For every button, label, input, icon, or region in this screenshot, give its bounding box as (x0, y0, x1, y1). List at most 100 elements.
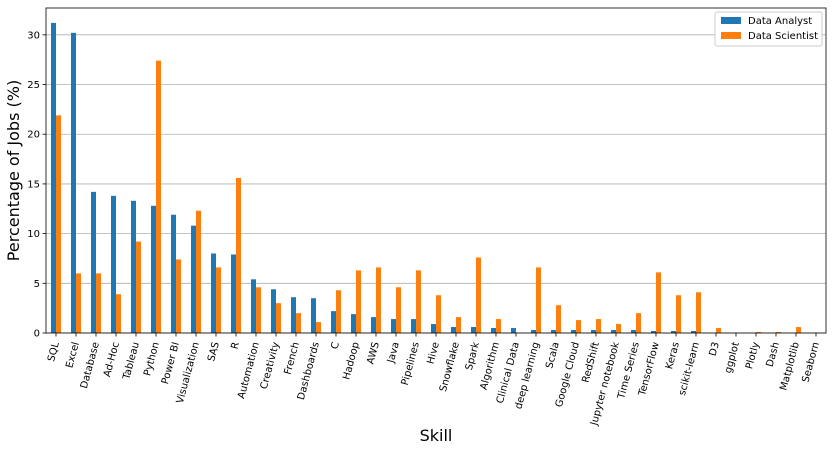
y-tick-label: 5 (34, 279, 40, 290)
bar-data-analyst (211, 253, 216, 333)
y-axis-title: Percentage of Jobs (%) (4, 80, 23, 261)
x-tick-label: Ad-Hoc (102, 341, 122, 378)
bar-data-scientist (536, 267, 541, 333)
x-tick-label: TensorFlow (637, 341, 662, 398)
x-tick-label: Creativity (259, 341, 282, 391)
x-tick-label: Power BI (160, 341, 182, 386)
y-tick-label: 30 (27, 30, 40, 41)
x-tick-label: SQL (46, 341, 62, 363)
bar-data-scientist (376, 267, 381, 333)
bar-data-scientist (176, 259, 181, 333)
bar-data-scientist (76, 273, 81, 333)
bar-data-analyst (71, 32, 76, 333)
bar-data-scientist (436, 295, 441, 333)
x-tick-label: Algorithm (479, 341, 502, 391)
x-tick-label: C (329, 341, 341, 351)
x-tick-label: R (229, 341, 241, 351)
x-axis-title: Skill (420, 426, 453, 445)
bar-data-scientist (356, 270, 361, 333)
bar-data-scientist (696, 292, 701, 333)
x-tick-label: Scala (544, 341, 562, 370)
bar-data-scientist (596, 319, 601, 333)
bar-data-analyst (231, 254, 236, 333)
x-tick-label: Hive (425, 341, 441, 365)
bar-data-scientist (316, 322, 321, 333)
bar-data-scientist (776, 332, 781, 333)
bar-data-analyst (671, 331, 676, 333)
bar-data-scientist (576, 320, 581, 333)
bar-data-scientist (476, 257, 481, 333)
y-axis-ticks: 0 5 10 15 20 25 30 (27, 30, 46, 340)
x-tick-label: Java (386, 341, 402, 365)
bar-data-analyst (691, 331, 696, 333)
bar-data-analyst (391, 319, 396, 333)
bar-data-analyst (311, 298, 316, 333)
bar-data-analyst (491, 328, 496, 333)
bar-data-scientist (236, 177, 241, 333)
legend-label-data-analyst: Data Analyst (748, 16, 812, 27)
bar-data-analyst (331, 311, 336, 333)
x-tick-label: D3 (708, 341, 722, 357)
x-tick-label: Matplotlib (778, 341, 802, 392)
bar-data-scientist (336, 290, 341, 333)
bar-data-analyst (411, 319, 416, 333)
bar-data-analyst (511, 328, 516, 333)
y-tick-label: 10 (27, 229, 40, 240)
bar-data-scientist (636, 313, 641, 333)
bar-data-analyst (631, 330, 636, 333)
bar-data-analyst (651, 331, 656, 333)
x-tick-label: AWS (365, 341, 381, 366)
y-tick-label: 25 (27, 80, 40, 91)
legend-box (714, 11, 823, 47)
x-tick-label: Snowflake (438, 341, 462, 393)
bar-data-analyst (271, 289, 276, 333)
plot-frame (45, 7, 827, 334)
legend-label-data-scientist: Data Scientist (748, 31, 818, 42)
bar-data-analyst (451, 327, 456, 333)
bar-data-scientist (716, 328, 721, 333)
bar-data-analyst (611, 330, 616, 333)
x-tick-label: RedShift (580, 341, 601, 384)
bar-data-scientist (156, 60, 161, 333)
bar-data-analyst (471, 327, 476, 333)
bar-data-analyst (51, 22, 56, 333)
bar-data-analyst (171, 214, 176, 333)
gridlines (46, 34, 826, 334)
x-tick-label: Spark (464, 341, 482, 372)
x-tick-label: ggplot (723, 341, 742, 375)
bar-data-scientist (556, 305, 561, 333)
bar-data-scientist (116, 294, 121, 333)
x-tick-label: Dash (765, 341, 782, 368)
x-tick-label: French (283, 341, 302, 376)
bar-data-analyst (111, 195, 116, 333)
x-tick-label: Python (142, 341, 162, 377)
bar-data-analyst (351, 314, 356, 333)
x-tick-label: Excel (64, 341, 81, 369)
x-tick-label: Keras (664, 341, 682, 371)
bar-data-analyst (91, 191, 96, 333)
bar-data-analyst (431, 324, 436, 333)
bar-data-scientist (756, 332, 761, 333)
bar-data-scientist (396, 287, 401, 333)
bar-data-scientist (196, 210, 201, 333)
bar-data-scientist (796, 327, 801, 333)
bar-data-scientist (256, 287, 261, 333)
x-tick-label: Database (79, 341, 102, 390)
bar-data-analyst (531, 330, 536, 333)
bar-data-analyst (591, 330, 596, 333)
bar-data-analyst (551, 330, 556, 333)
bar-data-scientist (56, 115, 61, 333)
bar-data-analyst (191, 225, 196, 333)
legend-swatch-data-analyst (721, 17, 741, 24)
x-tick-label: Seaborn (801, 341, 822, 384)
bar-data-scientist (416, 270, 421, 333)
x-tick-label: SAS (206, 341, 222, 363)
bar-data-analyst (291, 297, 296, 333)
bar-data-analyst (151, 205, 156, 333)
bar-data-scientist (496, 319, 501, 333)
y-tick-label: 15 (27, 179, 40, 190)
bar-data-scientist (616, 324, 621, 333)
bar-data-analyst (571, 330, 576, 333)
